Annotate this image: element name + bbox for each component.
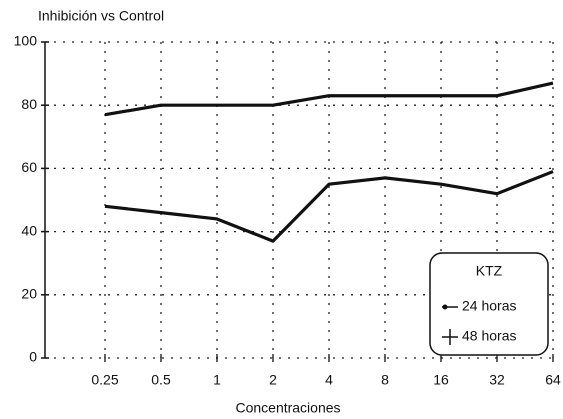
legend-title: KTZ — [476, 263, 503, 279]
y-tick-label: 60 — [21, 159, 37, 175]
series-line — [104, 170, 554, 243]
x-tick-label: 0.25 — [91, 372, 118, 388]
x-tick-label: 64 — [545, 372, 561, 388]
series-line — [104, 81, 554, 117]
x-axis-label: Concentraciones — [235, 400, 340, 416]
legend-label: 48 horas — [462, 328, 516, 344]
x-tick-label: 4 — [325, 372, 333, 388]
x-tick-label: 1 — [213, 372, 221, 388]
y-tick-label: 80 — [21, 96, 37, 112]
y-tick-label: 20 — [21, 286, 37, 302]
y-tick-label: 100 — [14, 33, 38, 49]
x-tick-label: 0.5 — [151, 372, 171, 388]
x-tick-label: 2 — [269, 372, 277, 388]
legend-label: 24 horas — [462, 298, 516, 314]
x-tick-label: 32 — [489, 372, 505, 388]
legend-marker — [442, 304, 448, 310]
x-tick-label: 16 — [433, 372, 449, 388]
y-tick-label: 0 — [29, 349, 37, 365]
x-tick-label: 8 — [381, 372, 389, 388]
y-tick-label: 40 — [21, 222, 37, 238]
chart-title: Inhibición vs Control — [38, 8, 164, 24]
legend-box — [429, 252, 549, 356]
